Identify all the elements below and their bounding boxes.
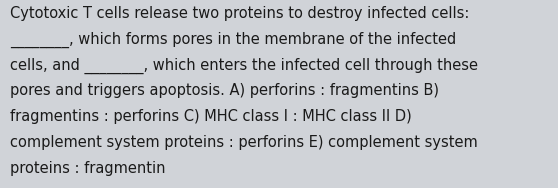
Text: fragmentins : perforins C) MHC class I : MHC class II D): fragmentins : perforins C) MHC class I :… [10,109,412,124]
Text: ________, which forms pores in the membrane of the infected: ________, which forms pores in the membr… [10,32,456,48]
Text: proteins : fragmentin: proteins : fragmentin [10,161,166,176]
Text: Cytotoxic T cells release two proteins to destroy infected cells:: Cytotoxic T cells release two proteins t… [10,6,469,21]
Text: pores and triggers apoptosis. A) perforins : fragmentins B): pores and triggers apoptosis. A) perfori… [10,83,439,99]
Text: complement system proteins : perforins E) complement system: complement system proteins : perforins E… [10,135,478,150]
Text: cells, and ________, which enters the infected cell through these: cells, and ________, which enters the in… [10,58,478,74]
